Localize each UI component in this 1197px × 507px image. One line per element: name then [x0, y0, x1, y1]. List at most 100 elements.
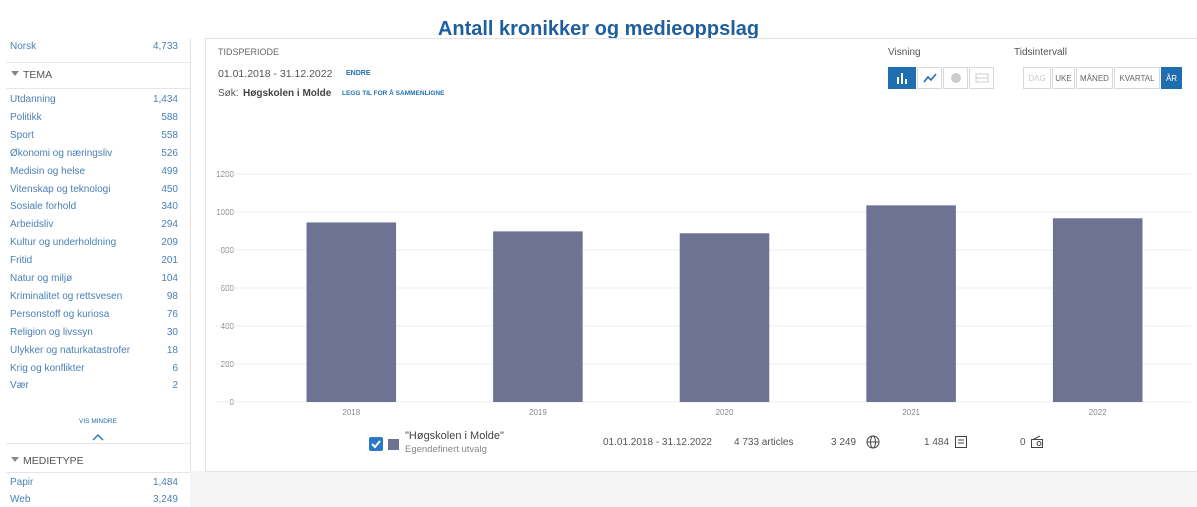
collapse-arrow	[11, 71, 19, 76]
filter-row[interactable]: Politikk 588	[10, 112, 178, 123]
change-link[interactable]: ENDRE	[346, 70, 371, 77]
filter-count: 98	[166, 290, 178, 302]
bar-view-button[interactable]	[888, 67, 916, 89]
search-label: Søk:	[218, 88, 239, 99]
x-tick-label: 2019	[529, 408, 547, 417]
table-view-button[interactable]	[969, 67, 994, 89]
filter-row[interactable]: Utdanning 1,434	[10, 94, 178, 105]
period-label: TIDSPERIODE	[218, 47, 280, 57]
filter-row[interactable]: Arbeidsliv 294	[10, 219, 178, 230]
toggle-caret	[92, 428, 104, 446]
filter-label: Sosiale forhold	[10, 201, 77, 213]
section-title: TEMA	[23, 69, 53, 81]
filter-label: Arbeidsliv	[10, 219, 54, 231]
filter-row[interactable]: Religion og livssyn 30	[10, 327, 178, 338]
interval-label: Tidsintervall	[1014, 47, 1067, 58]
filter-label: Fritid	[10, 255, 33, 267]
series-checkbox[interactable]	[369, 437, 383, 451]
section-title: MEDIETYPE	[23, 455, 84, 467]
filter-row[interactable]: Vitenskap og teknologi 450	[10, 184, 178, 195]
filter-count: 3,249	[152, 494, 178, 505]
filter-count: 18	[166, 344, 178, 356]
filter-row[interactable]: Sosiale forhold 340	[10, 201, 178, 212]
bar	[679, 233, 770, 402]
section-header[interactable]: MEDIETYPE	[10, 455, 84, 467]
filter-label: Vitenskap og teknologi	[10, 183, 111, 195]
filter-count: 76	[166, 308, 178, 320]
x-tick-label: 2018	[342, 408, 360, 417]
filter-count: 499	[161, 165, 178, 177]
filter-row[interactable]: Krig og konflikter 6	[10, 363, 178, 374]
footer-area	[190, 471, 1197, 507]
filter-count: 588	[161, 111, 178, 123]
line-view-button[interactable]	[917, 67, 942, 89]
search-term: Høgskolen i Molde	[243, 88, 332, 99]
filter-label: Kriminalitet og rettsvesen	[10, 290, 123, 302]
interval-button[interactable]: KVARTAL	[1114, 67, 1160, 89]
x-tick-label: 2022	[1089, 408, 1107, 417]
filter-count: 558	[161, 129, 178, 141]
divider	[6, 472, 190, 473]
line-icon	[922, 73, 937, 83]
filter-label: Økonomi og næringsliv	[10, 147, 113, 159]
filter-label: Personstoff og kuriosa	[10, 308, 110, 320]
legend-articles: 4 733 articles	[734, 437, 794, 448]
interval-button[interactable]: DAG	[1023, 67, 1051, 89]
interval-button[interactable]: ÅR	[1161, 67, 1182, 89]
filter-label: Sport	[10, 129, 34, 141]
toggle-link[interactable]: VIS MINDRE	[79, 418, 117, 425]
filter-label: Papir	[10, 477, 34, 488]
view-label: Visning	[888, 47, 921, 58]
filter-row[interactable]: Kriminalitet og rettsvesen 98	[10, 291, 178, 302]
filter-row[interactable]: Personstoff og kuriosa 76	[10, 309, 178, 320]
filter-label: Natur og miljø	[10, 273, 73, 284]
section-header[interactable]: TEMA	[10, 69, 52, 81]
filter-row[interactable]: Vær 2	[10, 380, 178, 391]
filter-label: Ulykker og naturkatastrofer	[10, 344, 131, 356]
filter-count: 294	[161, 219, 178, 231]
filter-label: Politikk	[10, 111, 42, 123]
filter-count: 4,733	[152, 41, 178, 52]
filter-count: 526	[161, 147, 178, 159]
filter-row[interactable]: Norsk 4,733	[10, 41, 178, 52]
bar	[866, 205, 956, 402]
filter-row[interactable]: Ulykker og naturkatastrofer 18	[10, 345, 178, 356]
filter-row[interactable]: Natur og miljø 104	[10, 273, 178, 284]
bar-icon	[897, 73, 907, 84]
compare-link[interactable]: LEGG TIL FOR Å SAMMENLIGNE	[342, 90, 445, 97]
filter-row[interactable]: Fritid 201	[10, 255, 178, 266]
radio-icon	[1031, 435, 1043, 448]
bar	[306, 222, 397, 402]
filter-label: Krig og konflikter	[10, 362, 85, 374]
filter-label: Medisin og helse	[10, 165, 86, 177]
x-tick-label: 2021	[902, 408, 920, 417]
filter-count: 30	[166, 326, 178, 338]
legend-radio: 0	[1020, 437, 1026, 448]
collapse-arrow	[11, 457, 19, 462]
bar	[493, 231, 583, 402]
caret-icon	[92, 434, 104, 441]
filter-row[interactable]: Økonomi og næringsliv 526	[10, 148, 178, 159]
filter-row[interactable]: Papir 1,484	[10, 477, 178, 488]
filter-count: 340	[161, 201, 178, 213]
filter-row[interactable]: Sport 558	[10, 130, 178, 141]
x-tick-label: 2020	[716, 408, 734, 417]
filter-label: Norsk	[10, 41, 37, 52]
filter-row[interactable]: Web 3,249	[10, 494, 178, 505]
interval-button[interactable]: UKE	[1052, 67, 1075, 89]
divider	[6, 443, 190, 444]
filter-row[interactable]: Kultur og underholdning 209	[10, 237, 178, 248]
filter-count: 104	[161, 273, 178, 284]
legend-subtitle: Egendefinert utvalg	[405, 444, 487, 455]
legend-web: 3 249	[831, 437, 857, 448]
check-icon	[371, 440, 381, 449]
legend-period: 01.01.2018 - 31.12.2022	[603, 437, 712, 448]
chart-panel: TIDSPERIODE 01.01.2018 - 31.12.2022 ENDR…	[205, 38, 1197, 472]
filter-row[interactable]: Medisin og helse 499	[10, 166, 178, 177]
filter-count: 2	[172, 380, 178, 392]
legend-print: 1 484	[924, 437, 950, 448]
pie-icon	[950, 73, 961, 83]
interval-button[interactable]: MÅNED	[1076, 67, 1113, 89]
pie-view-button[interactable]	[943, 67, 968, 89]
